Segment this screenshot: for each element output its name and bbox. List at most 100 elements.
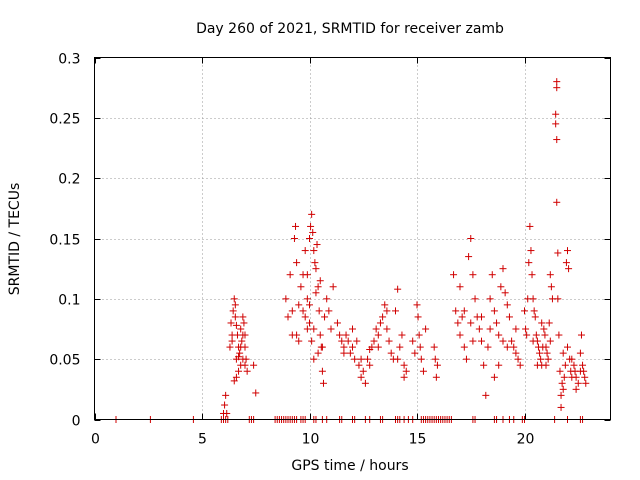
data-point — [469, 271, 477, 279]
data-point — [299, 307, 307, 315]
data-point — [581, 373, 589, 381]
data-point — [521, 307, 528, 315]
data-point — [370, 337, 378, 345]
data-point — [478, 313, 485, 321]
x-axis-label: GPS time / hours — [291, 458, 408, 474]
data-point — [379, 313, 387, 321]
data-point — [340, 343, 348, 351]
data-point — [433, 361, 441, 369]
x-tick-label: 20 — [517, 432, 535, 448]
data-point — [306, 301, 313, 309]
data-point — [576, 367, 584, 375]
grid — [94, 57, 611, 420]
data-point — [252, 389, 260, 397]
data-point — [318, 367, 326, 375]
data-point — [295, 337, 303, 345]
data-point — [385, 337, 393, 345]
data-point — [323, 295, 331, 303]
data-point — [545, 319, 553, 327]
data-point — [316, 331, 324, 339]
data-point — [306, 319, 313, 327]
data-point — [325, 307, 333, 315]
data-point — [456, 331, 464, 339]
y-tick-label: 0.15 — [49, 233, 80, 249]
data-point — [241, 331, 249, 339]
data-point — [342, 331, 350, 339]
data-point — [398, 331, 406, 339]
data-point — [552, 110, 560, 118]
data-point — [510, 343, 518, 351]
x-tick-label: 15 — [409, 432, 427, 448]
data-point — [286, 271, 294, 279]
data-point — [240, 319, 248, 327]
data-point — [409, 337, 417, 345]
data-point — [582, 379, 590, 387]
data-point — [531, 313, 539, 321]
y-tick-label: 0.05 — [49, 353, 80, 369]
data-point — [295, 301, 303, 309]
data-point — [431, 355, 439, 363]
data-point — [230, 295, 238, 303]
data-point — [357, 355, 365, 363]
y-axis: 0 0.05 0.1 0.15 0.2 0.25 0.3 — [49, 52, 611, 430]
data-point — [229, 307, 237, 315]
data-point — [313, 241, 321, 249]
data-point — [340, 349, 348, 357]
data-point — [312, 265, 320, 273]
data-point — [554, 249, 562, 257]
data-point — [503, 343, 511, 351]
data-point — [556, 367, 564, 375]
data-point — [284, 313, 292, 321]
data-point — [299, 271, 307, 279]
data-point — [542, 343, 550, 351]
data-point — [306, 235, 313, 242]
data-point — [499, 265, 507, 273]
data-point — [357, 373, 365, 381]
data-point — [396, 343, 404, 351]
data-point — [383, 307, 391, 315]
data-point — [553, 198, 561, 206]
data-point — [564, 247, 571, 255]
data-point — [236, 349, 244, 357]
data-point — [512, 349, 520, 357]
data-point — [349, 325, 356, 333]
data-point — [312, 289, 320, 297]
data-point — [565, 265, 573, 273]
data-point — [366, 346, 374, 354]
data-point — [293, 259, 301, 267]
data-point — [471, 295, 479, 303]
data-point — [465, 253, 473, 261]
data-point — [553, 78, 561, 86]
data-point — [243, 367, 251, 375]
data-point — [235, 367, 243, 375]
data-point — [346, 349, 354, 357]
data-point — [292, 222, 300, 230]
data-point — [374, 331, 382, 339]
data-point — [402, 367, 410, 375]
x-tick-label: 5 — [198, 432, 207, 448]
data-point — [514, 355, 522, 363]
data-point — [456, 283, 464, 291]
data-point — [572, 373, 580, 381]
y-tick-label: 0 — [72, 414, 81, 430]
data-point — [462, 355, 470, 363]
data-point — [361, 379, 369, 387]
data-point — [231, 301, 239, 309]
data-point — [238, 337, 246, 345]
data-point — [316, 277, 324, 285]
data-point — [503, 301, 511, 309]
data-point — [527, 247, 535, 255]
data-point — [522, 325, 530, 333]
data-point — [562, 259, 570, 267]
data-point — [529, 295, 537, 303]
data-point — [237, 343, 245, 351]
data-point — [526, 222, 534, 230]
data-point — [235, 353, 243, 361]
data-point — [559, 385, 567, 393]
data-point — [311, 259, 319, 267]
x-axis: 0 5 10 15 20 — [91, 57, 535, 448]
data-point — [416, 343, 424, 351]
data-point — [460, 307, 468, 315]
data-point — [430, 343, 438, 351]
data-point — [394, 285, 402, 293]
